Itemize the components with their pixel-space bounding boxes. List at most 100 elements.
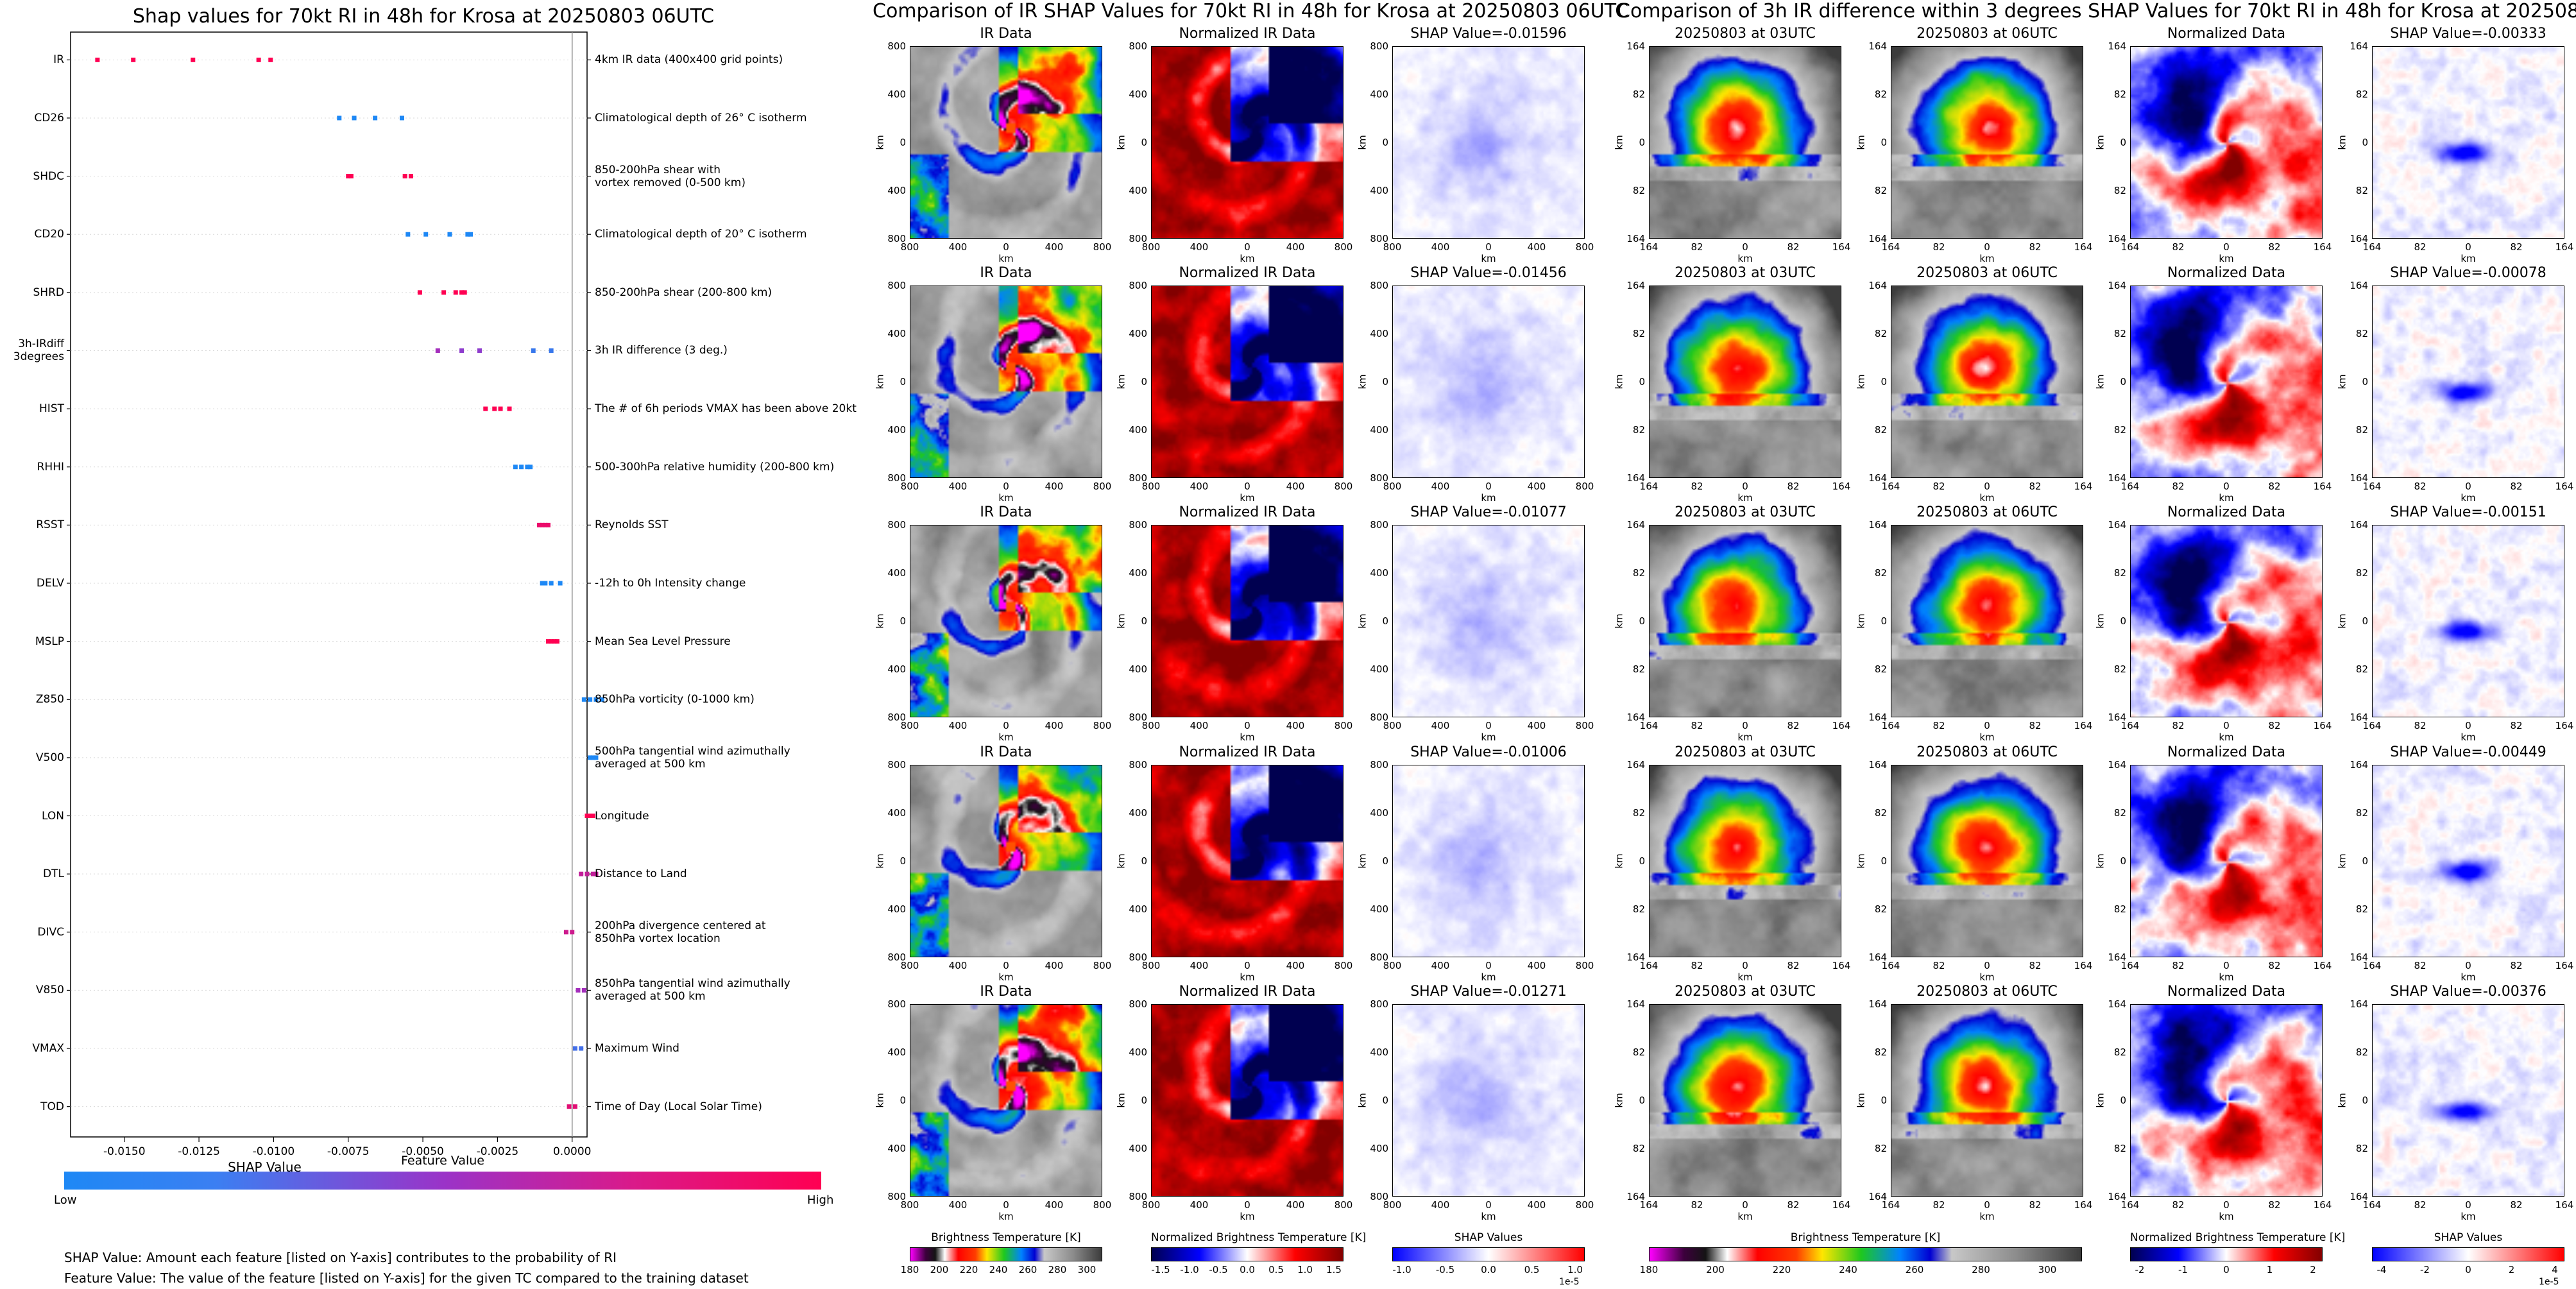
x-tick-label: 164 (2074, 241, 2093, 253)
y-tick-label: 800 (887, 998, 906, 1010)
y-tick-label: 400 (1129, 1143, 1147, 1154)
x-tick-label: 164 (2313, 241, 2332, 253)
y-tick-label: 82 (2113, 185, 2126, 196)
shap-point (337, 115, 342, 121)
shap-point (543, 581, 548, 586)
shap-point (417, 290, 422, 295)
colorbar-low-label: Low (54, 1193, 77, 1207)
y-axis-label: km (874, 1093, 886, 1108)
colorbar-tick: 180 (900, 1264, 919, 1276)
y-tick-label: 164 (2350, 280, 2368, 291)
feature-label-mslp: MSLP (35, 635, 64, 648)
y-tick-label: 400 (887, 567, 906, 579)
shap-point (579, 871, 584, 876)
x-tick-label: 400 (1431, 960, 1450, 971)
y-tick-label: 800 (1370, 759, 1388, 771)
y-tick-label: 800 (1129, 519, 1147, 531)
panel-title: IR Data (980, 26, 1032, 42)
x-axis-label: km (1979, 971, 1995, 983)
y-tick-label: 82 (2113, 567, 2126, 579)
heatmap-panel (2130, 525, 2323, 717)
x-tick-label: 164 (2362, 720, 2382, 731)
y-tick-label: 800 (1370, 519, 1388, 531)
y-tick-label: 0 (900, 137, 906, 148)
shap-point (567, 1104, 572, 1109)
left-chart-title: Shap values for 70kt RI in 48h for Krosa… (132, 5, 715, 28)
x-tick-label: 800 (900, 960, 919, 971)
heatmap-panel (1649, 1004, 1841, 1197)
x-tick-label: 400 (1431, 241, 1450, 253)
y-axis-label: km (1613, 135, 1625, 150)
y-tick-label: 164 (2350, 998, 2368, 1010)
x-tick-label: 800 (900, 481, 919, 492)
x-axis-label: km (1240, 253, 1255, 264)
y-tick-label: 82 (1632, 328, 1645, 339)
heatmap-panel (1392, 525, 1585, 717)
heatmap-panel (910, 46, 1102, 239)
feature-label-cd20: CD20 (34, 228, 64, 241)
feature-label-cd26: CD26 (34, 111, 64, 124)
y-tick-label: 0 (1639, 376, 1645, 388)
x-tick-label: 800 (1093, 1199, 1112, 1211)
shap-point (570, 930, 575, 935)
panel-title: Normalized Data (2167, 26, 2286, 42)
y-tick-label: 82 (1632, 663, 1645, 675)
y-tick-label: 0 (900, 615, 906, 627)
y-tick-label: 400 (1129, 663, 1147, 675)
y-axis-label: km (2336, 135, 2348, 150)
panel-title: IR Data (980, 984, 1032, 1000)
x-tick-label: 164 (2313, 1199, 2332, 1211)
x-tick-label: -0.0075 (327, 1145, 370, 1158)
x-tick-label: 0 (1003, 960, 1009, 971)
x-tick-label: 400 (948, 720, 968, 731)
feature-description: 500-300hPa relative humidity (200-800 km… (595, 460, 835, 474)
feature-description: Maximum Wind (595, 1042, 679, 1055)
y-tick-label: 164 (1868, 40, 1887, 52)
y-tick-label: 164 (2108, 712, 2126, 723)
y-tick-label: 82 (1874, 1143, 1887, 1154)
shap-value-title: SHAP Value=-0.01006 (1410, 744, 1567, 760)
y-tick-label: 800 (1129, 712, 1147, 723)
x-tick-label: 400 (1431, 720, 1450, 731)
x-axis-label: km (2219, 253, 2234, 264)
x-tick-label: 0 (2223, 481, 2230, 492)
x-tick-label: 800 (1093, 720, 1112, 731)
x-tick-label: 164 (1639, 1199, 1659, 1211)
y-tick-label: 400 (887, 424, 906, 436)
y-axis-label: km (1356, 853, 1369, 869)
y-axis-label: km (1613, 1093, 1625, 1108)
colorbar-tick: -0.5 (1435, 1264, 1455, 1276)
x-tick-label: 164 (1639, 960, 1659, 971)
y-tick-label: 0 (1141, 855, 1147, 867)
shap-point (525, 465, 530, 470)
feature-label-vmax: VMAX (32, 1042, 64, 1055)
y-tick-label: 164 (2108, 1191, 2126, 1202)
x-tick-label: 0 (1485, 241, 1492, 253)
y-tick-label: 400 (1370, 328, 1388, 339)
panel-title: 20250803 at 03UTC (1675, 744, 1816, 760)
x-axis-label: km (2461, 1211, 2476, 1222)
y-tick-label: 0 (900, 1095, 906, 1106)
colorbar-title: Normalized Brightness Temperature [K] (1151, 1231, 1367, 1244)
x-tick-label: 164 (2074, 1199, 2093, 1211)
shap-point (459, 348, 465, 353)
x-tick-label: 82 (2172, 720, 2185, 731)
x-tick-label: 400 (1527, 241, 1546, 253)
feature-label-hist: HIST (39, 402, 64, 416)
x-tick-label: 0 (2465, 960, 2471, 971)
y-tick-label: 400 (1370, 185, 1388, 196)
colorbar-tick: 0.5 (1524, 1264, 1540, 1276)
y-tick-label: 0 (2362, 615, 2368, 627)
heatmap-panel (1891, 46, 2083, 239)
x-tick-label: 800 (1334, 1199, 1353, 1211)
x-tick-label: 164 (2074, 481, 2093, 492)
y-tick-label: 400 (1129, 328, 1147, 339)
x-axis-label: km (1737, 492, 1753, 504)
x-tick-label: 800 (1575, 481, 1594, 492)
y-axis-label: km (1613, 853, 1625, 869)
x-tick-label: 82 (1787, 720, 1800, 731)
colorbar-exponent: 1e-5 (2539, 1277, 2559, 1287)
x-tick-label: 82 (2172, 960, 2185, 971)
colorbar-tick: -0.5 (1209, 1264, 1228, 1276)
x-tick-label: -0.0150 (103, 1145, 146, 1158)
